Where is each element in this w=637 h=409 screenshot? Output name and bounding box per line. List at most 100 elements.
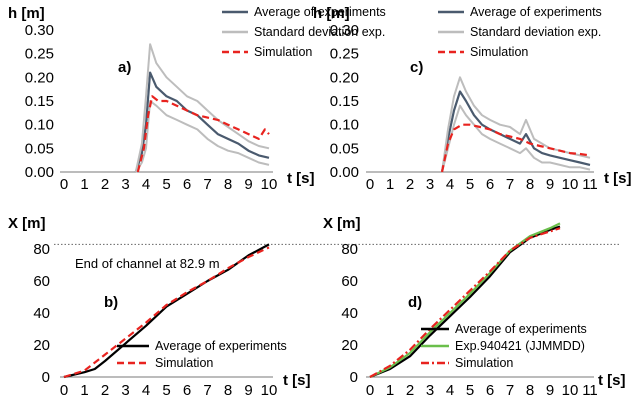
- y-tick-label: 20: [341, 337, 358, 354]
- x-tick-label: 7: [203, 382, 211, 399]
- x-tick-label: 11: [582, 176, 598, 193]
- x-tick-label: 5: [162, 176, 170, 193]
- x-tick-label: 3: [121, 382, 129, 399]
- x-tick-label: 5: [466, 382, 474, 399]
- legend-entry: Simulation: [470, 45, 528, 59]
- x-tick-label: 2: [101, 176, 109, 193]
- y-tick-label: 80: [33, 241, 50, 258]
- y-tick-label: 0.05: [25, 140, 54, 157]
- legend-entry: Standard deviation exp.: [470, 25, 601, 39]
- legend: Average of experiments Standard deviation…: [438, 5, 602, 59]
- panel-label: a): [118, 59, 131, 76]
- legend-entry: Simulation: [254, 45, 312, 59]
- y-tick-label: 0.20: [25, 69, 54, 86]
- x-tick-label: 4: [142, 382, 150, 399]
- legend-entry: Exp.940421 (JJMMDD): [455, 339, 585, 353]
- panel-label: c): [410, 59, 423, 76]
- y-tick-label: 0.15: [330, 93, 359, 110]
- x-tick-label: 5: [162, 382, 170, 399]
- y-tick-label: 0: [42, 369, 50, 386]
- x-tick-label: 3: [426, 176, 434, 193]
- legend-entry: Simulation: [455, 356, 513, 370]
- y-tick-label: 0.15: [25, 93, 54, 110]
- series-line: [369, 225, 561, 379]
- x-axis-label: t [s]: [283, 372, 311, 389]
- x-tick-label: 0: [60, 382, 68, 399]
- x-tick-label: 6: [486, 382, 494, 399]
- x-tick-label: 8: [224, 176, 232, 193]
- x-axis-label: t [s]: [287, 170, 315, 187]
- x-tick-label: 9: [244, 382, 252, 399]
- x-tick-label: 2: [406, 382, 414, 399]
- y-axis-label: h [m]: [313, 5, 350, 22]
- y-tick-label: 0.05: [330, 140, 359, 157]
- x-tick-label: 1: [386, 382, 394, 399]
- series-line: [369, 222, 561, 378]
- y-tick-label: 40: [33, 305, 50, 322]
- legend-entry: Standard deviation exp.: [254, 25, 385, 39]
- x-tick-label: 10: [261, 382, 278, 399]
- y-tick-label: 0.00: [330, 164, 359, 181]
- series-line: [440, 123, 591, 173]
- x-tick-label: 0: [366, 176, 374, 193]
- x-tick-label: 10: [562, 176, 579, 193]
- x-tick-label: 1: [386, 176, 394, 193]
- legend: Average of experiments Standard deviation…: [222, 5, 386, 59]
- legend-entry: Simulation: [155, 356, 213, 370]
- x-tick-label: 8: [224, 382, 232, 399]
- chart-annotation: End of channel at 82.9 m: [75, 256, 220, 271]
- y-axis-label: X [m]: [323, 215, 361, 232]
- x-tick-label: 3: [426, 382, 434, 399]
- x-tick-label: 2: [406, 176, 414, 193]
- y-axis-label: X [m]: [8, 215, 46, 232]
- legend-entry: Average of experiments: [470, 5, 602, 19]
- y-tick-label: 60: [33, 273, 50, 290]
- legend-entry: Average of experiments: [254, 5, 386, 19]
- y-tick-label: 0.20: [330, 69, 359, 86]
- series-line: [136, 95, 270, 173]
- y-tick-label: 40: [341, 305, 358, 322]
- x-tick-label: 1: [80, 382, 88, 399]
- y-tick-label: 0.25: [330, 46, 359, 63]
- x-tick-label: 2: [101, 382, 109, 399]
- x-tick-label: 0: [366, 382, 374, 399]
- y-tick-label: 0.10: [330, 117, 359, 134]
- x-tick-label: 8: [526, 382, 534, 399]
- series-line: [134, 43, 270, 173]
- x-tick-label: 4: [446, 176, 454, 193]
- x-axis-label: t [s]: [604, 170, 632, 187]
- chart-panel-2: h [m]t [s]0.000.050.100.150.200.250.300 1…: [313, 5, 632, 193]
- x-tick-label: 0: [60, 176, 68, 193]
- legend-entry: Average of experiments: [155, 339, 287, 353]
- y-tick-label: 0.25: [25, 46, 54, 63]
- y-tick-label: 0: [350, 369, 358, 386]
- series-line: [134, 100, 270, 173]
- legend: Average of experiments Exp.940421 (JJMMDD…: [421, 322, 587, 370]
- series-line: [63, 246, 270, 379]
- y-tick-label: 0.00: [25, 164, 54, 181]
- x-tick-label: 7: [203, 176, 211, 193]
- x-tick-label: 6: [486, 176, 494, 193]
- y-tick-label: 20: [33, 337, 50, 354]
- series-line: [440, 90, 591, 173]
- x-axis-label: t [s]: [598, 372, 626, 389]
- y-tick-label: 60: [341, 273, 358, 290]
- x-tick-label: 9: [546, 382, 554, 399]
- x-tick-label: 9: [546, 176, 554, 193]
- x-tick-label: 4: [446, 382, 454, 399]
- x-tick-label: 7: [506, 382, 514, 399]
- legend: Average of experiments Simulation: [117, 339, 287, 370]
- x-tick-label: 11: [582, 382, 598, 399]
- y-axis-label: h [m]: [8, 5, 45, 22]
- x-tick-label: 6: [183, 176, 191, 193]
- x-tick-label: 8: [526, 176, 534, 193]
- panel-label: d): [408, 294, 422, 311]
- x-tick-label: 5: [466, 176, 474, 193]
- x-tick-label: 9: [244, 176, 252, 193]
- series-line: [369, 227, 561, 378]
- chart-panel-1: h [m]t [s]0.000.050.100.150.200.250.300 1…: [8, 5, 386, 193]
- x-tick-label: 10: [562, 382, 579, 399]
